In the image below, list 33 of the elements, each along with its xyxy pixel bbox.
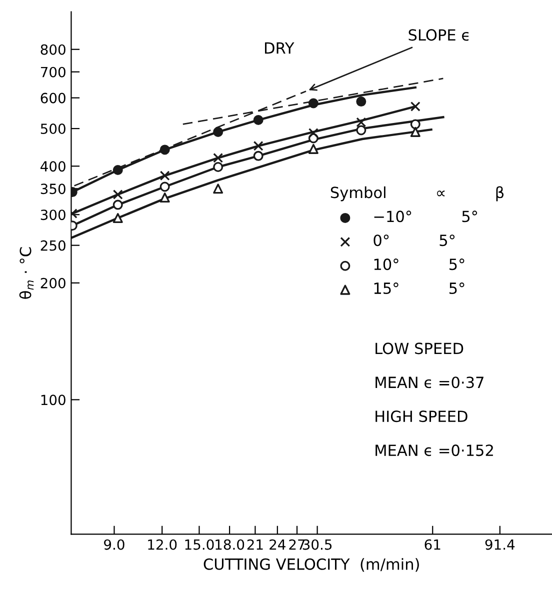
- y-tick-label: 400: [40, 161, 66, 172]
- y-tick-label: 200: [40, 278, 66, 288]
- y-tick-label: 500: [40, 124, 66, 134]
- annotation: DRY: [265, 42, 294, 54]
- legend-label: 0° 5°: [374, 234, 455, 246]
- x-tick-label: 27: [289, 539, 305, 550]
- y-tick-label: 600: [40, 92, 66, 104]
- y-tick-label: 800: [40, 44, 66, 55]
- y-tick-label: 300: [40, 210, 66, 220]
- y-tick-label: 100: [41, 394, 66, 406]
- annotation: MEAN ϵ =0·37: [376, 376, 484, 388]
- annotation: MEAN ϵ =0·152: [376, 444, 493, 456]
- x-tick-label: 24: [270, 539, 286, 550]
- x-tick-label: 18.0: [216, 539, 244, 550]
- y-axis-title: θ$_{m}$ · °C: [19, 247, 34, 299]
- annotation: SLOPE ϵ: [408, 29, 469, 41]
- x-tick-label: 12.0: [148, 539, 177, 550]
- x-tick-label: 21: [247, 539, 263, 550]
- legend-label: 15° 5°: [374, 282, 464, 294]
- annotation: HIGH SPEED: [376, 410, 468, 422]
- x-tick-label: 91.4: [485, 539, 515, 550]
- annotation: LOW SPEED: [376, 342, 464, 354]
- y-tick-label: 250: [40, 240, 66, 251]
- y-tick-label: 350: [40, 184, 66, 194]
- legend-label: −10° 5°: [374, 210, 478, 222]
- x-tick-label: 30.5: [302, 539, 332, 550]
- x-tick-label: 15.0: [185, 539, 214, 550]
- y-tick-label: 700: [40, 66, 66, 78]
- x-tick-label: 9.0: [104, 539, 124, 550]
- x-axis-title: CUTTING VELOCITY (m/min): [204, 558, 419, 572]
- x-tick-label: 61: [424, 539, 440, 550]
- legend-title: Symbol ∝ β: [330, 186, 504, 202]
- legend-label: 10° 5°: [374, 258, 464, 270]
